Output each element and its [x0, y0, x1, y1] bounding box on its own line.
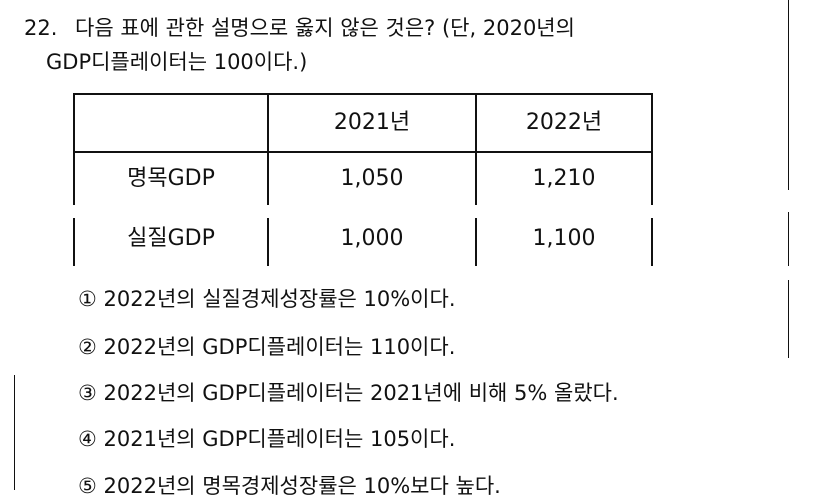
- option-text: 2022년의 GDP디플레이터는 110이다.: [103, 335, 456, 359]
- option-marker: ⑤: [78, 474, 97, 498]
- page-divider-line: [788, 0, 789, 190]
- option-text: 2022년의 명목경제성장률은 10%보다 높다.: [103, 474, 501, 498]
- table-border: [267, 93, 269, 205]
- option-4[interactable]: ④ 2021년의 GDP디플레이터는 105이다.: [78, 429, 455, 450]
- option-marker: ④: [78, 427, 97, 451]
- option-1[interactable]: ① 2022년의 실질경제성장률은 10%이다.: [78, 289, 456, 310]
- cell-real-2021: 1,000: [340, 226, 404, 251]
- header-2021: 2021년: [333, 110, 411, 135]
- table-border: [73, 93, 75, 205]
- option-marker: ②: [78, 335, 97, 359]
- page-divider-line: [14, 375, 15, 490]
- cell-nominal-2021: 1,050: [340, 166, 404, 191]
- table-border: [651, 93, 653, 205]
- table-border: [73, 218, 75, 266]
- question-text-line2: GDP디플레이터는 100이다.): [46, 50, 308, 74]
- page-divider-line: [788, 280, 789, 358]
- option-text: 2022년의 실질경제성장률은 10%이다.: [103, 287, 456, 311]
- question-number: 22.: [24, 16, 58, 40]
- table-border: [267, 218, 269, 266]
- question-text-line1: 다음 표에 관한 설명으로 옳지 않은 것은? (단, 2020년의: [75, 16, 575, 40]
- option-2[interactable]: ② 2022년의 GDP디플레이터는 110이다.: [78, 337, 455, 358]
- cell-nominal-2022: 1,210: [532, 166, 596, 191]
- row-label-nominal-gdp: 명목GDP: [127, 166, 215, 191]
- row-label-real-gdp: 실질GDP: [127, 226, 215, 251]
- table-border: [651, 218, 653, 266]
- table-border: [475, 93, 477, 205]
- option-5[interactable]: ⑤ 2022년의 명목경제성장률은 10%보다 높다.: [78, 476, 501, 497]
- option-3[interactable]: ③ 2022년의 GDP디플레이터는 2021년에 비해 5% 올랐다.: [78, 383, 619, 404]
- option-text: 2021년의 GDP디플레이터는 105이다.: [103, 427, 456, 451]
- table-border: [475, 218, 477, 266]
- table-border-header: [73, 151, 653, 153]
- option-marker: ①: [78, 287, 97, 311]
- table-border-top: [73, 93, 653, 95]
- option-marker: ③: [78, 381, 97, 405]
- cell-real-2022: 1,100: [532, 226, 596, 251]
- page-divider-line: [788, 212, 789, 266]
- header-2022: 2022년: [525, 110, 603, 135]
- option-text: 2022년의 GDP디플레이터는 2021년에 비해 5% 올랐다.: [103, 381, 619, 405]
